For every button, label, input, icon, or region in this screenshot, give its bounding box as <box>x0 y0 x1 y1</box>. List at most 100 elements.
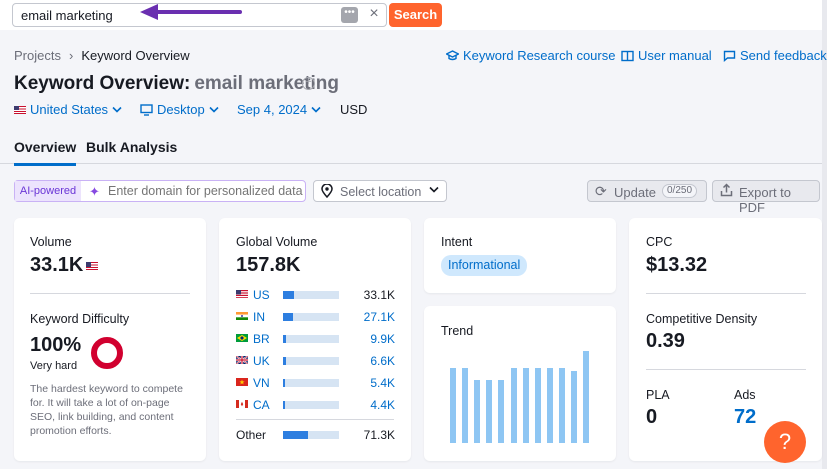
breadcrumb: Projects › Keyword Overview <box>14 48 190 63</box>
update-count-badge: 0/250 <box>662 184 698 198</box>
chevron-down-icon <box>429 186 439 193</box>
volume-value: 33.1K <box>30 254 84 276</box>
page-title-prefix: Keyword Overview: <box>14 73 191 94</box>
clear-search-icon[interactable]: × <box>369 5 379 22</box>
share-fill <box>283 379 286 387</box>
us-flag-icon <box>14 105 26 114</box>
trend-bar <box>450 368 456 443</box>
page-title-keyword: email marketing <box>194 73 340 94</box>
card-divider <box>30 293 190 294</box>
top-search-bar: ••• × Search <box>0 0 827 30</box>
help-button[interactable]: ? <box>764 421 806 463</box>
keyword-search-input[interactable] <box>21 7 341 23</box>
share-fill <box>283 357 286 365</box>
vietnam-flag-icon <box>236 378 248 386</box>
card-divider <box>646 369 806 370</box>
country-volume: 6.6K <box>370 354 395 368</box>
date-filter-label: Sep 4, 2024 <box>237 102 308 117</box>
sparkle-icon: ✦ <box>89 184 100 199</box>
share-fill <box>283 291 295 299</box>
country-share-bar <box>283 357 339 365</box>
more-options-icon[interactable]: ••• <box>341 7 358 23</box>
add-to-list-icon[interactable]: + <box>302 77 315 90</box>
trend-bar <box>571 371 577 443</box>
trend-bar <box>583 351 589 443</box>
canada-flag-icon <box>236 400 248 408</box>
ads-value[interactable]: 72 <box>734 406 757 428</box>
kd-label: Keyword Difficulty <box>30 312 130 326</box>
other-volume: 71.3K <box>363 428 395 442</box>
country-code: CA <box>253 398 270 412</box>
trend-bar <box>498 380 504 443</box>
course-link[interactable]: Keyword Research course <box>446 48 615 63</box>
book-icon <box>621 50 634 61</box>
country-share-bar <box>283 431 339 439</box>
density-label: Competitive Density <box>646 312 758 326</box>
page-title: Keyword Overview: email marketing <box>14 73 339 95</box>
purple-arrow-annotation <box>140 4 242 20</box>
date-filter[interactable]: Sep 4, 2024 <box>237 102 321 117</box>
breadcrumb-current: Keyword Overview <box>81 48 190 63</box>
trend-bar <box>462 368 468 443</box>
scrollbar-track[interactable] <box>822 0 827 469</box>
share-fill <box>283 431 309 439</box>
domain-input[interactable] <box>108 184 303 198</box>
us-flag-icon <box>236 290 248 298</box>
feedback-link-label: Send feedback <box>740 48 827 63</box>
tab-overview[interactable]: Overview <box>14 139 77 166</box>
device-filter-label: Desktop <box>157 102 205 117</box>
trend-bar <box>474 380 480 443</box>
country-share-bar <box>283 291 339 299</box>
country-volume: 33.1K <box>363 288 395 302</box>
manual-link-label: User manual <box>638 48 712 63</box>
pla-label: PLA <box>646 388 670 402</box>
device-filter[interactable]: Desktop <box>140 102 219 117</box>
global-volume-value: 157.8K <box>236 254 301 276</box>
export-icon <box>720 183 733 197</box>
feedback-link[interactable]: Send feedback <box>723 48 827 63</box>
country-code: IN <box>253 310 265 324</box>
country-share-bar <box>283 379 339 387</box>
search-button[interactable]: Search <box>389 3 442 27</box>
breadcrumb-projects[interactable]: Projects <box>14 48 61 63</box>
update-button[interactable]: ⟳ Update 0/250 <box>587 180 707 202</box>
tab-bar: Overview Bulk Analysis <box>0 134 822 166</box>
country-code: UK <box>253 354 270 368</box>
us-flag-icon <box>86 262 98 270</box>
card-divider <box>236 419 394 420</box>
india-flag-icon <box>236 312 248 320</box>
country-share-bar <box>283 313 339 321</box>
ads-label: Ads <box>734 388 756 402</box>
breadcrumb-separator: › <box>68 48 74 63</box>
share-fill <box>283 401 285 409</box>
share-fill <box>283 335 287 343</box>
chevron-down-icon <box>209 106 219 113</box>
currency-label: USD <box>340 102 368 117</box>
intent-badge: Informational <box>441 255 528 276</box>
cpc-value: $13.32 <box>646 254 708 276</box>
chevron-down-icon <box>112 106 122 113</box>
country-code: US <box>253 288 270 302</box>
tab-bulk-analysis[interactable]: Bulk Analysis <box>86 139 178 155</box>
location-select[interactable]: Select location <box>313 180 447 202</box>
country-share-bar <box>283 335 339 343</box>
density-value: 0.39 <box>646 330 685 352</box>
country-filter[interactable]: United States <box>14 102 122 117</box>
ai-domain-field[interactable]: AI-powered ✦ <box>14 180 306 202</box>
graduation-cap-icon <box>446 49 459 60</box>
kd-value: 100% <box>30 334 82 356</box>
trend-bar <box>486 380 492 443</box>
share-fill <box>283 313 293 321</box>
volume-label: Volume <box>30 235 72 249</box>
cpc-label: CPC <box>646 235 673 249</box>
country-volume: 4.4K <box>370 398 395 412</box>
intent-label: Intent <box>441 235 473 249</box>
trend-bar <box>511 368 517 443</box>
course-link-label: Keyword Research course <box>463 48 616 63</box>
manual-link[interactable]: User manual <box>621 48 712 63</box>
keyword-search-box[interactable]: ••• × <box>12 3 387 27</box>
kd-level: Very hard <box>30 360 78 372</box>
kd-ring-indicator <box>91 337 123 369</box>
country-volume: 9.9K <box>370 332 395 346</box>
export-pdf-button[interactable]: Export to PDF <box>712 180 820 215</box>
